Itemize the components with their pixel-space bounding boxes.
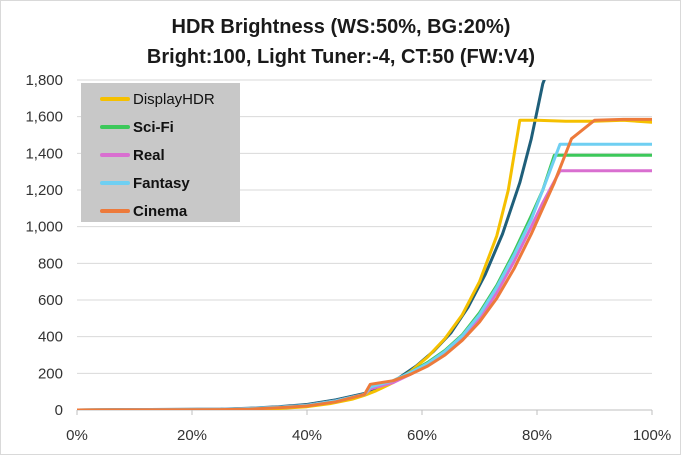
legend-label: Sci-Fi: [133, 119, 174, 136]
y-tick-label: 1,800: [25, 72, 63, 89]
legend-label: Fantasy: [133, 175, 190, 192]
y-tick-label: 200: [38, 365, 63, 382]
series-line-cinema: [77, 117, 652, 410]
y-tick-label: 1,200: [25, 182, 63, 199]
chart-title: HDR Brightness (WS:50%, BG:20%): [172, 16, 511, 38]
x-tick-label: 0%: [66, 427, 88, 444]
series-lines: [77, 80, 652, 410]
legend-label: Cinema: [133, 203, 188, 220]
y-tick-label: 1,400: [25, 145, 63, 162]
x-tick-label: 40%: [292, 427, 322, 444]
x-tick-label: 80%: [522, 427, 552, 444]
legend-label: DisplayHDR: [133, 91, 215, 108]
legend: DisplayHDR Sci-Fi Real Fantasy Cinema: [81, 83, 240, 222]
x-tick-label: 100%: [633, 427, 671, 444]
y-tick-label: 0: [55, 402, 63, 419]
y-tick-label: 800: [38, 255, 63, 272]
y-tick-label: 1,000: [25, 219, 63, 236]
x-tick-label: 20%: [177, 427, 207, 444]
y-tick-label: 600: [38, 292, 63, 309]
x-tick-label: 60%: [407, 427, 437, 444]
legend-box: [81, 83, 240, 222]
legend-label: Real: [133, 147, 165, 164]
chart-subtitle: Bright:100, Light Tuner:-4, CT:50 (FW:V4…: [147, 46, 535, 68]
y-tick-label: 400: [38, 329, 63, 346]
y-tick-label: 1,600: [25, 109, 63, 126]
